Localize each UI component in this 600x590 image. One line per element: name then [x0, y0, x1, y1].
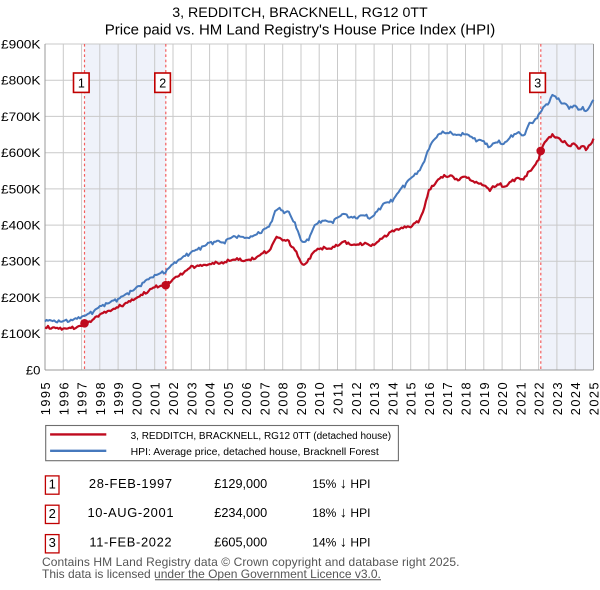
svg-text:£500K: £500K: [1, 182, 41, 196]
svg-text:1997: 1997: [75, 381, 90, 415]
svg-text:2012: 2012: [349, 381, 364, 415]
svg-text:£0: £0: [26, 363, 41, 377]
svg-text:2: 2: [49, 506, 56, 521]
svg-text:Contains HM Land Registry data: Contains HM Land Registry data © Crown c…: [42, 555, 460, 569]
svg-text:3, REDDITCH, BRACKNELL, RG12 0: 3, REDDITCH, BRACKNELL, RG12 0TT (detach…: [131, 431, 391, 442]
svg-text:3: 3: [49, 535, 56, 550]
svg-text:2004: 2004: [203, 381, 218, 415]
svg-text:1: 1: [78, 77, 85, 91]
svg-text:1995: 1995: [38, 381, 53, 415]
svg-text:2005: 2005: [221, 381, 236, 415]
svg-text:2018: 2018: [459, 381, 474, 415]
svg-text:£200K: £200K: [1, 291, 41, 305]
svg-text:2007: 2007: [257, 381, 272, 415]
svg-text:2016: 2016: [422, 381, 437, 415]
svg-text:1996: 1996: [56, 381, 71, 415]
svg-text:2008: 2008: [276, 381, 291, 415]
svg-text:2000: 2000: [129, 381, 144, 415]
svg-text:3: 3: [534, 77, 541, 91]
svg-text:10-AUG-2001: 10-AUG-2001: [87, 505, 174, 520]
svg-text:2020: 2020: [495, 381, 510, 415]
svg-text:28-FEB-1997: 28-FEB-1997: [89, 476, 173, 491]
svg-text:£600K: £600K: [1, 146, 41, 160]
svg-text:2010: 2010: [312, 381, 327, 415]
svg-text:14% ↓ HPI: 14% ↓ HPI: [312, 535, 370, 551]
svg-text:15% ↓ HPI: 15% ↓ HPI: [312, 476, 370, 492]
svg-text:2009: 2009: [294, 381, 309, 415]
svg-text:11-FEB-2022: 11-FEB-2022: [89, 535, 172, 550]
svg-text:2003: 2003: [184, 381, 199, 415]
svg-text:2013: 2013: [367, 381, 382, 415]
svg-text:2002: 2002: [166, 381, 181, 415]
svg-text:1999: 1999: [111, 381, 126, 415]
svg-text:£300K: £300K: [1, 255, 41, 269]
svg-text:£129,000: £129,000: [214, 477, 267, 491]
svg-text:2021: 2021: [513, 381, 528, 415]
svg-text:£100K: £100K: [1, 327, 41, 341]
svg-text:£234,000: £234,000: [214, 506, 267, 520]
svg-text:£700K: £700K: [1, 110, 41, 124]
svg-text:£400K: £400K: [1, 219, 41, 233]
svg-text:Price paid vs. HM Land Registr: Price paid vs. HM Land Registry's House …: [105, 22, 496, 39]
svg-text:2019: 2019: [477, 381, 492, 415]
svg-text:2011: 2011: [331, 381, 346, 414]
svg-text:2022: 2022: [532, 381, 547, 415]
svg-text:2024: 2024: [568, 381, 583, 415]
svg-text:2006: 2006: [239, 381, 254, 415]
svg-text:2015: 2015: [404, 381, 419, 415]
svg-text:HPI: Average price, detached h: HPI: Average price, detached house, Brac…: [131, 447, 379, 458]
svg-text:2017: 2017: [440, 381, 455, 415]
svg-text:1998: 1998: [93, 381, 108, 415]
svg-text:2025: 2025: [587, 381, 600, 415]
svg-text:This data is licensed under th: This data is licensed under the Open Gov…: [42, 567, 381, 581]
svg-text:£800K: £800K: [1, 74, 41, 88]
svg-text:2014: 2014: [385, 381, 400, 415]
svg-text:£900K: £900K: [1, 37, 41, 51]
svg-text:2001: 2001: [148, 381, 163, 415]
svg-text:2: 2: [159, 77, 166, 91]
svg-text:2023: 2023: [550, 381, 565, 415]
svg-text:3, REDDITCH, BRACKNELL, RG12 0: 3, REDDITCH, BRACKNELL, RG12 0TT: [172, 5, 428, 21]
svg-text:18% ↓ HPI: 18% ↓ HPI: [312, 505, 370, 521]
svg-text:1: 1: [49, 477, 56, 492]
svg-text:£605,000: £605,000: [214, 536, 267, 550]
